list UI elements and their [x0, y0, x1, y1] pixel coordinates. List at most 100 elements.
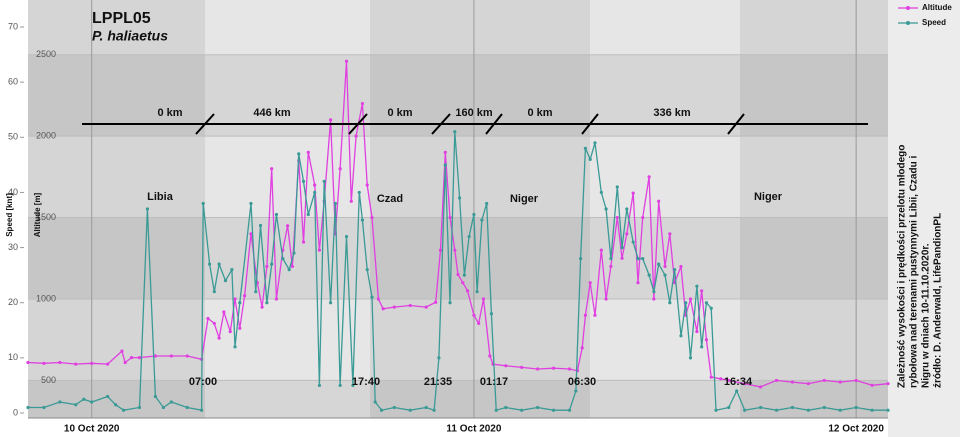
point: [265, 301, 269, 305]
annotation: Niger: [510, 193, 539, 205]
point: [357, 190, 361, 195]
point: [333, 201, 337, 206]
point: [453, 130, 457, 134]
y2-tick-label: 2000: [36, 130, 56, 140]
point: [758, 385, 763, 389]
point: [438, 248, 443, 252]
point: [822, 405, 826, 410]
point: [233, 345, 237, 349]
point: [448, 215, 452, 220]
side-note-line: rybołowa nad terenami pustynnymi Libii, …: [909, 156, 920, 388]
point: [695, 329, 699, 334]
point: [58, 400, 62, 404]
point: [258, 223, 263, 228]
grid: 500 1000 1500 2000 2500 0 10 20 30 40 50 60 70 10 Oct…: [8, 0, 888, 435]
point: [822, 378, 826, 383]
point: [704, 338, 709, 342]
point: [609, 264, 613, 269]
legend-label: Altitude: [922, 3, 952, 12]
point: [437, 356, 441, 360]
route-break: [581, 113, 599, 135]
point: [292, 251, 296, 255]
point: [700, 289, 704, 293]
point: [886, 408, 890, 412]
point: [408, 303, 412, 308]
point: [481, 297, 486, 301]
point: [344, 234, 349, 239]
x-tick-label: 12 Oct 2020: [828, 424, 884, 435]
point: [663, 264, 667, 269]
point: [217, 262, 221, 266]
point: [461, 281, 465, 285]
point: [641, 215, 645, 220]
point: [735, 389, 739, 393]
point: [408, 408, 412, 412]
point: [467, 234, 471, 239]
point: [185, 354, 189, 358]
side-note-line: źródło: D. Anderwald, LifePandionPL: [933, 213, 944, 388]
point: [206, 316, 210, 321]
point: [233, 297, 237, 301]
annotation: Libia: [147, 191, 174, 203]
point: [90, 400, 94, 404]
point: [472, 212, 476, 217]
point: [668, 232, 672, 236]
annotations: 0 km 446 km 0 km 160 km 0 km 336 km Libia Czad N…: [147, 107, 783, 388]
annotation: 07:00: [189, 376, 217, 388]
point: [106, 394, 110, 399]
point: [58, 360, 62, 365]
point: [453, 248, 457, 252]
side-note: Zależność wysokości i prędkości przelotu…: [897, 145, 944, 388]
y2-tick-label: 1500: [36, 212, 56, 222]
point: [709, 375, 713, 379]
point: [838, 408, 842, 412]
point: [620, 256, 624, 260]
point: [137, 356, 142, 360]
point: [317, 248, 322, 252]
point: [306, 212, 310, 217]
point: [567, 408, 572, 412]
point: [774, 408, 779, 412]
point: [593, 141, 597, 145]
point: [270, 167, 274, 171]
route-break: [348, 113, 368, 135]
point: [123, 360, 127, 365]
point: [199, 408, 204, 412]
annotation: 160 km: [455, 107, 493, 119]
shade: [28, 0, 205, 418]
point: [652, 290, 656, 294]
point: [281, 257, 285, 261]
annotation: 0 km: [387, 107, 412, 119]
point: [583, 146, 588, 150]
point: [260, 305, 264, 309]
chart-title: LPPL05: [92, 10, 151, 27]
side-note-line: Nigru w dniach 10-11.10.2020r.: [921, 243, 932, 388]
point: [392, 405, 396, 410]
point: [238, 326, 242, 330]
route-line: [82, 113, 868, 135]
point: [663, 273, 667, 277]
point: [153, 394, 158, 399]
x-tick-label: 11 Oct 2020: [446, 424, 501, 435]
point: [74, 403, 78, 407]
point: [42, 405, 46, 410]
point: [370, 215, 374, 220]
point: [228, 329, 232, 334]
point: [137, 405, 142, 410]
point: [790, 405, 795, 410]
point: [838, 380, 842, 384]
route-break: [431, 113, 451, 135]
point: [465, 289, 470, 293]
annotation: 17:40: [352, 376, 380, 388]
point: [290, 264, 294, 269]
point: [679, 334, 683, 338]
y-tick-label: 20: [8, 297, 18, 307]
point: [313, 183, 317, 187]
point: [301, 240, 306, 244]
legend-dot: [906, 6, 910, 10]
y2-tick-label: 1000: [36, 293, 56, 303]
point: [615, 185, 619, 189]
point: [185, 405, 189, 410]
point: [615, 215, 619, 220]
y-tick-label: 0: [13, 407, 18, 417]
